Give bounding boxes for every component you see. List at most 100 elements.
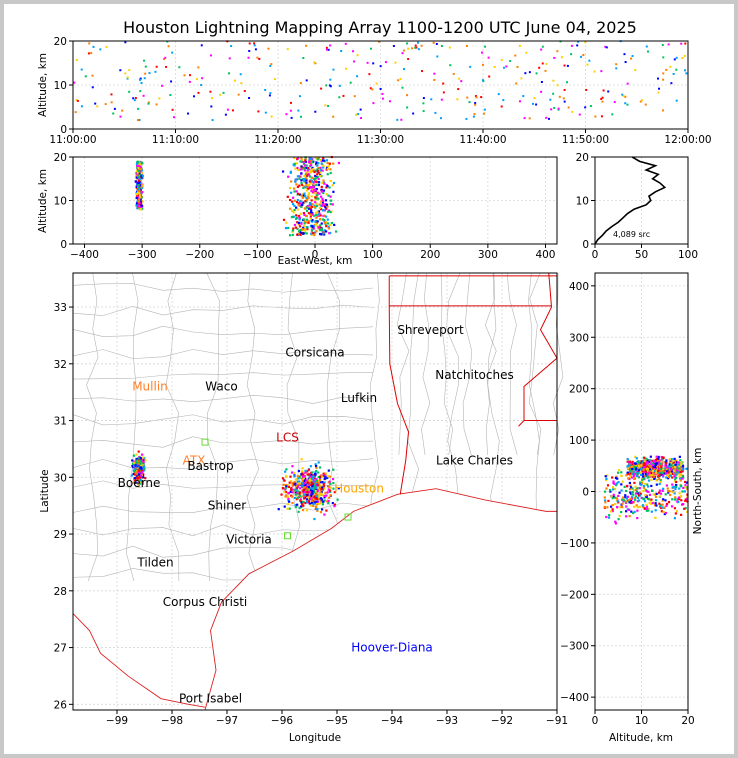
source-point xyxy=(140,167,143,170)
source-point xyxy=(298,95,301,98)
source-point xyxy=(290,488,293,491)
source-point xyxy=(299,499,302,502)
source-point xyxy=(315,478,318,481)
source-point xyxy=(673,465,677,469)
source-point xyxy=(658,477,661,481)
source-point xyxy=(654,458,658,461)
source-point xyxy=(76,99,79,102)
source-point xyxy=(141,174,144,177)
source-point xyxy=(641,473,645,476)
source-point xyxy=(662,72,665,75)
source-point xyxy=(283,490,286,493)
source-point xyxy=(650,510,653,513)
source-point xyxy=(604,501,607,504)
source-point xyxy=(680,499,683,502)
source-point xyxy=(318,493,321,496)
source-point xyxy=(326,205,329,208)
source-point xyxy=(310,473,313,477)
source-point xyxy=(319,169,322,172)
source-point xyxy=(656,462,659,465)
source-point xyxy=(639,483,643,486)
source-point xyxy=(325,159,329,162)
source-point xyxy=(309,182,312,185)
source-point xyxy=(88,42,91,45)
source-point xyxy=(302,218,305,221)
source-point xyxy=(639,471,642,474)
source-point xyxy=(422,102,425,105)
source-point xyxy=(617,481,620,484)
source-point xyxy=(322,189,326,192)
source-point xyxy=(310,170,313,173)
source-point xyxy=(166,40,169,43)
source-point xyxy=(642,490,645,493)
source-point xyxy=(628,515,631,518)
parish-border xyxy=(552,272,564,456)
source-point xyxy=(307,193,310,197)
source-point xyxy=(605,487,608,490)
source-point xyxy=(319,232,322,236)
source-point xyxy=(136,164,139,168)
source-point xyxy=(139,191,142,195)
source-point xyxy=(293,481,297,484)
source-point xyxy=(678,473,681,476)
source-point xyxy=(682,503,685,506)
source-point xyxy=(315,230,318,233)
source-point xyxy=(319,497,323,500)
source-point xyxy=(297,469,300,473)
source-point xyxy=(317,177,320,181)
source-point xyxy=(671,467,674,470)
source-point xyxy=(313,224,316,227)
source-point xyxy=(665,68,668,71)
source-point xyxy=(331,477,335,481)
source-point xyxy=(128,90,131,93)
figure-title: Houston Lightning Mapping Array 1100-120… xyxy=(123,18,637,37)
source-point xyxy=(140,459,143,462)
source-point xyxy=(304,164,307,167)
source-point xyxy=(646,497,650,500)
source-point xyxy=(665,484,668,487)
source-point xyxy=(297,223,300,226)
source-point xyxy=(294,178,297,181)
source-point xyxy=(407,47,410,50)
source-point xyxy=(310,231,314,234)
source-point xyxy=(452,72,455,75)
source-point xyxy=(643,462,646,465)
source-point xyxy=(632,511,635,515)
source-point xyxy=(303,493,306,496)
source-point xyxy=(434,111,437,114)
source-point xyxy=(306,171,309,174)
source-point xyxy=(624,494,627,497)
source-point xyxy=(284,495,287,498)
source-point xyxy=(325,207,328,210)
county-border xyxy=(72,349,374,359)
source-point xyxy=(298,506,301,510)
source-point xyxy=(677,471,680,474)
source-point xyxy=(430,98,433,101)
source-point xyxy=(636,487,639,490)
source-point xyxy=(671,476,674,479)
source-point xyxy=(138,189,141,193)
source-point xyxy=(630,493,634,496)
source-point xyxy=(620,489,623,492)
source-point xyxy=(302,232,305,235)
source-point xyxy=(319,201,323,204)
source-point xyxy=(371,88,374,91)
source-point xyxy=(311,180,314,183)
source-point xyxy=(310,229,314,232)
source-point xyxy=(113,107,116,110)
source-point xyxy=(634,462,637,465)
source-point xyxy=(314,506,318,509)
source-point xyxy=(618,469,621,472)
county-border xyxy=(72,458,374,470)
source-point xyxy=(315,213,318,217)
source-point xyxy=(302,192,305,196)
source-point xyxy=(197,66,200,69)
source-point xyxy=(132,97,135,100)
source-point xyxy=(310,471,313,474)
source-point xyxy=(299,202,302,205)
source-point xyxy=(673,474,676,477)
county-border xyxy=(72,414,374,426)
source-point xyxy=(299,505,303,508)
source-point xyxy=(645,507,649,510)
source-point xyxy=(667,43,670,46)
